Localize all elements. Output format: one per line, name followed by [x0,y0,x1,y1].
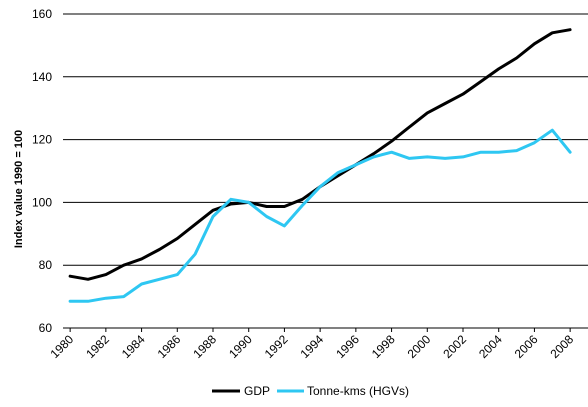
y-tick-label: 80 [39,258,53,272]
x-tick-label: 1998 [369,332,398,361]
x-tick-label: 2002 [440,332,469,361]
y-axis-label: Index value 1990 = 100 [13,130,25,248]
x-tick-label: 1988 [190,332,219,361]
x-tick-label: 1986 [155,332,184,361]
legend-label: Tonne-kms (HGVs) [307,384,409,398]
y-tick-label: 60 [39,321,53,335]
x-tick-label: 1990 [226,332,255,361]
x-tick-label: 2006 [512,332,541,361]
x-tick-label: 1980 [47,332,76,361]
y-tick-label: 160 [32,7,52,21]
x-tick-label: 1996 [333,332,362,361]
y-tick-label: 140 [32,70,52,84]
x-tick-label: 2004 [476,332,505,361]
x-tick-label: 1982 [83,332,112,361]
series-line-tonne-kms [68,128,572,303]
series-lines [68,28,572,303]
x-tick-labels: 1980 1982 1984 1986 1988 1990 1992 1994 1996 1998… [47,328,576,361]
x-tick-label: 1992 [262,332,291,361]
x-tick-label: 1984 [119,332,148,361]
y-tick-labels: 60 80 100 120 140 160 [32,7,52,335]
y-tick-label: 120 [32,133,52,147]
x-tick-label: 2000 [405,332,434,361]
legend-label: GDP [244,384,270,398]
x-tick-label: 2008 [547,332,576,361]
series-line-gdp [68,28,572,281]
y-tick-label: 100 [32,195,52,209]
x-tick-label: 1994 [297,332,326,361]
legend: GDP Tonne-kms (HGVs) [212,384,409,398]
